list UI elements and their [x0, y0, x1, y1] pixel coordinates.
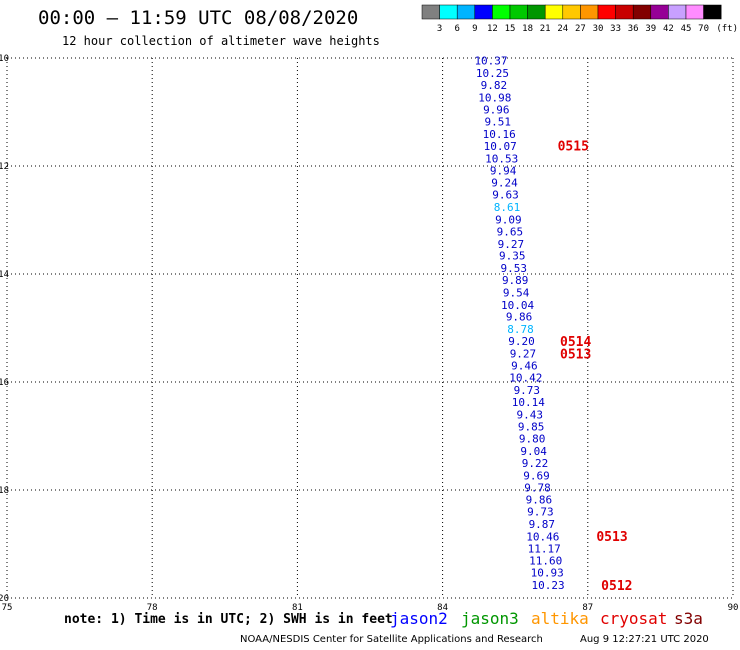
legend-unit: (ft) — [716, 24, 738, 34]
swh-value: 8.61 — [494, 201, 521, 214]
swh-value: 9.27 — [498, 238, 525, 251]
footer-note: note: 1) Time is in UTC; 2) SWH is in fe… — [64, 612, 393, 627]
swh-value: 9.78 — [524, 481, 551, 494]
lon-tick-label: 90 — [728, 603, 739, 612]
swh-value: 10.53 — [485, 152, 518, 165]
swh-value: 10.14 — [512, 396, 545, 409]
legend-label: 33 — [610, 24, 621, 34]
swh-value: 9.53 — [500, 262, 527, 275]
lat-tick-label: -18 — [0, 486, 9, 496]
swh-value: 9.96 — [483, 103, 510, 116]
satellite-label-s3a: s3a — [674, 609, 703, 628]
legend-label: 24 — [557, 24, 568, 34]
legend-label: 27 — [575, 24, 586, 34]
pass-time-label: 0514 — [560, 335, 591, 350]
swh-value: 10.07 — [484, 140, 517, 153]
legend-label: 3 — [437, 24, 442, 34]
lat-tick-label: -20 — [0, 594, 9, 604]
legend-label: 18 — [522, 24, 533, 34]
lon-tick-label: 81 — [292, 603, 303, 612]
legend-label: 12 — [487, 24, 498, 34]
lat-tick-label: -10 — [0, 54, 9, 64]
legend-label: 9 — [472, 24, 477, 34]
color-legend: 3 6 9 12 15 18 21 24 27 30 33 36 39 42 45 70 (ft) — [421, 4, 738, 34]
swh-value: 9.73 — [514, 384, 541, 397]
lon-tick-label: 84 — [437, 603, 448, 612]
swh-value: 9.73 — [527, 506, 554, 519]
swh-value: 9.46 — [511, 359, 538, 372]
swh-value: 9.24 — [491, 177, 518, 190]
swh-value: 9.35 — [499, 250, 526, 263]
legend-label: 30 — [593, 24, 604, 34]
legend-label: 70 — [698, 24, 709, 34]
legend-label: 45 — [681, 24, 692, 34]
swh-value: 10.25 — [476, 67, 509, 80]
swh-value: 9.22 — [522, 457, 549, 470]
swh-value: 9.43 — [516, 408, 543, 421]
lat-tick-label: -16 — [0, 378, 9, 388]
pass-time-label: 0513 — [596, 530, 627, 545]
lat-tick-label: -12 — [0, 162, 9, 172]
swh-value: 9.86 — [506, 311, 533, 324]
swh-value: 9.89 — [502, 274, 529, 287]
map-plot: 75 78 81 84 87 90 -10 -12 -14 -16 -18 -20 10.3710.25… — [0, 54, 739, 612]
swh-value: 10.23 — [532, 579, 565, 592]
swh-value: 8.78 — [507, 323, 534, 336]
legend-swatch — [703, 4, 722, 20]
swh-value: 9.85 — [518, 420, 545, 433]
legend-label: 42 — [663, 24, 674, 34]
swh-value: 10.04 — [501, 299, 534, 312]
lon-tick-label: 87 — [582, 603, 593, 612]
legend-label: 15 — [505, 24, 516, 34]
swh-value: 10.16 — [483, 128, 516, 141]
satellite-label-cryosat: cryosat — [600, 609, 668, 628]
swh-value: 9.94 — [490, 164, 517, 177]
swh-value: 9.54 — [503, 286, 530, 299]
swh-value: 9.87 — [529, 518, 556, 531]
swh-value: 10.37 — [474, 55, 507, 68]
lon-tick-label: 75 — [2, 603, 13, 612]
pass-time-label: 0512 — [601, 579, 632, 594]
lon-tick-label: 78 — [147, 603, 158, 612]
swh-value: 9.51 — [485, 116, 512, 129]
satellite-label-jason3: jason3 — [461, 609, 519, 628]
swh-value: 10.42 — [509, 372, 542, 385]
pass-time-label: 0513 — [560, 347, 591, 362]
swh-value: 9.04 — [520, 445, 547, 458]
map-title: 00:00 – 11:59 UTC 08/08/2020 — [38, 7, 359, 29]
swh-value: 9.69 — [523, 469, 550, 482]
swh-value: 9.27 — [510, 347, 537, 360]
map-subtitle: 12 hour collection of altimeter wave hei… — [62, 34, 380, 48]
lat-tick-label: -14 — [0, 270, 9, 280]
credit-line: NOAA/NESDIS Center for Satellite Applica… — [240, 634, 543, 645]
satellite-label-altika: altika — [531, 609, 589, 628]
swh-value: 9.63 — [492, 189, 519, 202]
swh-value: 9.80 — [519, 433, 546, 446]
swh-value: 9.86 — [526, 494, 553, 507]
swh-value: 11.60 — [529, 555, 562, 568]
generation-timestamp: Aug 9 12:27:21 UTC 2020 — [580, 634, 709, 645]
swh-value: 9.65 — [497, 225, 524, 238]
swh-value: 10.98 — [478, 91, 511, 104]
swh-value: 9.20 — [508, 335, 535, 348]
pass-time-label: 0515 — [558, 139, 589, 154]
legend-label: 6 — [454, 24, 459, 34]
swh-value: 10.46 — [526, 530, 559, 543]
swh-value: 9.82 — [481, 79, 508, 92]
legend-label: 21 — [540, 24, 551, 34]
legend-label: 36 — [628, 24, 639, 34]
legend-label: 39 — [645, 24, 656, 34]
swh-value: 11.17 — [528, 542, 561, 555]
swh-value: 10.93 — [531, 567, 564, 580]
swh-value: 9.09 — [495, 213, 522, 226]
satellite-label-jason2: jason2 — [390, 609, 448, 628]
